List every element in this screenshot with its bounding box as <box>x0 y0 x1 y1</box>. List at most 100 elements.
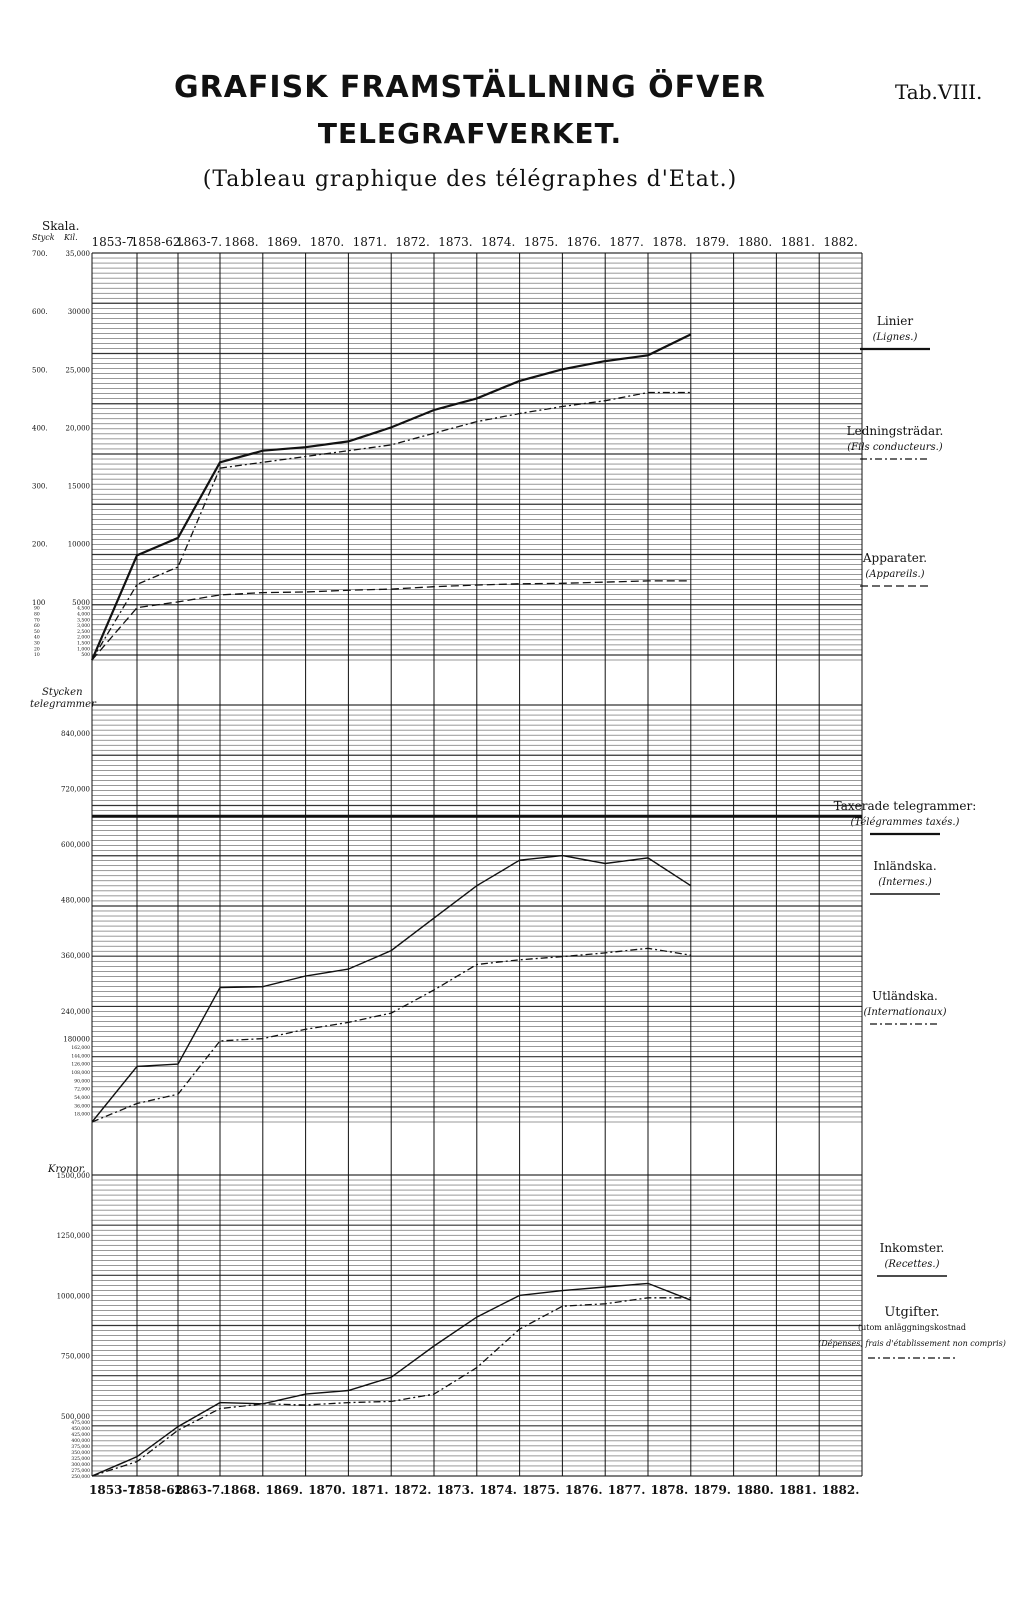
bottom-year-label: 1876. <box>565 1483 603 1497</box>
y-tick-minor: 108,000 <box>71 1070 90 1076</box>
y-tick: 720,000 <box>61 785 90 793</box>
y-tick-minor: 300,000 <box>71 1462 90 1468</box>
bottom-year-label: 1868. <box>223 1483 261 1497</box>
top-year-label: 1858-62. <box>131 235 185 249</box>
unit-label: telegrammer <box>30 699 97 710</box>
y-tick: 600,000 <box>61 841 90 849</box>
legend-ledning-label: Ledningsträdar. <box>847 424 944 438</box>
series-line-1 <box>91 1297 691 1477</box>
y-tick-minor: 54,000 <box>74 1095 90 1101</box>
bottom-year-label: 1880. <box>736 1483 774 1497</box>
y-tick-styck-minor: 90 <box>34 606 40 612</box>
y-tick-styck: 200. <box>32 541 48 549</box>
bottom-year-label: 1871. <box>351 1483 389 1497</box>
legend-utgifter-label: Utgifter. <box>884 1305 939 1320</box>
bottom-year-label: 1877. <box>608 1483 646 1497</box>
y-tick-km-minor: 500 <box>81 652 90 658</box>
top-year-label: 1881. <box>781 235 815 249</box>
bottom-year-label: 1873. <box>437 1483 475 1497</box>
bottom-year-label: 1879. <box>693 1483 731 1497</box>
top-year-label: 1875. <box>524 235 558 249</box>
y-tick-km-minor: 4,000 <box>77 611 90 617</box>
plate-number: Tab.VIII. <box>895 80 983 104</box>
top-year-label: 1853-7. <box>91 235 137 249</box>
y-tick-minor: 275,000 <box>71 1468 90 1474</box>
series-line-0 <box>90 333 692 661</box>
series-line-0 <box>91 1282 692 1477</box>
top-year-label: 1871. <box>353 235 387 249</box>
y-tick-styck-minor: 60 <box>34 623 40 629</box>
legend-apparater-label-fr: (Appareils.) <box>865 569 924 580</box>
y-tick-minor: 400,000 <box>71 1438 90 1444</box>
y-tick-minor: 72,000 <box>74 1087 90 1093</box>
y-tick-minor: 375,000 <box>71 1444 90 1450</box>
y-tick: 750,000 <box>61 1353 90 1361</box>
legend-utgifter-note: (utom anläggningskostnad <box>858 1323 966 1332</box>
series-line-1 <box>91 391 691 661</box>
y-tick-minor: 350,000 <box>71 1450 90 1456</box>
unit-label: Kronor. <box>47 1164 86 1175</box>
legend-apparater-label: Apparater. <box>862 551 927 565</box>
legend-linier-label: Linier <box>877 314 913 328</box>
bottom-year-label: 1882. <box>822 1483 860 1497</box>
y-tick-minor: 425,000 <box>71 1432 90 1438</box>
series-line-1 <box>91 854 692 1123</box>
legend-ledning-label-fr: (Fils conducteurs.) <box>847 442 943 453</box>
series-line-2 <box>91 947 691 1123</box>
y-tick-styck: 100 <box>32 599 45 607</box>
top-year-label: 1870. <box>310 235 344 249</box>
y-tick-minor: 162,000 <box>71 1045 90 1051</box>
y-tick-km-minor: 3,000 <box>77 623 90 629</box>
y-tick-minor: 36,000 <box>74 1103 90 1109</box>
y-tick-km: 20,000 <box>66 424 91 432</box>
y-tick-styck-minor: 30 <box>34 641 40 647</box>
y-tick-km: 30000 <box>68 308 90 316</box>
y-tick-km-minor: 1,500 <box>77 641 90 647</box>
y-tick: 1000,000 <box>57 1292 90 1300</box>
bottom-year-label: 1863-7. <box>174 1483 225 1497</box>
y-tick-minor: 18,000 <box>74 1112 90 1118</box>
y-tick-km-minor: 2,000 <box>77 635 90 641</box>
top-year-label: 1876. <box>567 235 601 249</box>
y-tick: 360,000 <box>61 952 90 960</box>
y-tick: 1500,000 <box>57 1172 90 1180</box>
y-tick-styck: 400. <box>32 424 48 432</box>
bottom-year-label: 1878. <box>651 1483 689 1497</box>
top-year-label: 1868. <box>224 235 258 249</box>
bottom-year-label: 1881. <box>779 1483 817 1497</box>
y-tick-styck: 300. <box>32 483 48 491</box>
scale-header: Skala. <box>42 219 79 233</box>
y-tick: 480,000 <box>61 897 90 905</box>
title-line-1: GRAFISK FRAMSTÄLLNING ÖFVER <box>173 70 766 105</box>
top-year-label: 1872. <box>395 235 429 249</box>
bottom-year-label: 1853-7. <box>89 1483 140 1497</box>
y-tick-styck: 500. <box>32 366 48 374</box>
bottom-year-label: 1872. <box>394 1483 432 1497</box>
legend-linier-label-fr: (Lignes.) <box>873 332 918 343</box>
legend-utlandska-label-fr: (Internationaux) <box>863 1007 946 1018</box>
top-year-label: 1863-7. <box>176 235 222 249</box>
scale-col2: Kil. <box>63 233 78 242</box>
top-year-label: 1874. <box>481 235 515 249</box>
top-year-label: 1879. <box>695 235 729 249</box>
legend-utlandska-label: Utländska. <box>872 989 938 1003</box>
subtitle: (Tableau graphique des télégraphes d'Eta… <box>202 167 738 192</box>
y-tick-minor: 475,000 <box>71 1420 90 1426</box>
y-tick-styck-minor: 40 <box>34 635 40 641</box>
legend-inkomster-label-fr: (Recettes.) <box>884 1259 939 1270</box>
y-tick-km: 5000 <box>72 599 90 607</box>
y-tick: 500,000 <box>61 1413 90 1421</box>
y-tick-km: 25,000 <box>66 366 91 374</box>
legend-taxerade-label-fr: (Télégrammes taxés.) <box>851 817 960 828</box>
legend-taxerade-label: Taxerade telegrammer: <box>834 799 977 813</box>
y-tick-styck-minor: 20 <box>34 646 40 652</box>
bottom-year-label: 1869. <box>265 1483 303 1497</box>
title-line-2: TELEGRAFVERKET. <box>317 117 623 150</box>
y-tick-minor: 450,000 <box>71 1426 90 1432</box>
y-tick-km-minor: 3,500 <box>77 617 90 623</box>
unit-label: Stycken <box>42 687 83 698</box>
y-tick: 240,000 <box>61 1008 90 1016</box>
scale-col1: Styck <box>32 233 55 242</box>
y-tick-km: 15000 <box>68 483 90 491</box>
top-year-label: 1877. <box>609 235 643 249</box>
